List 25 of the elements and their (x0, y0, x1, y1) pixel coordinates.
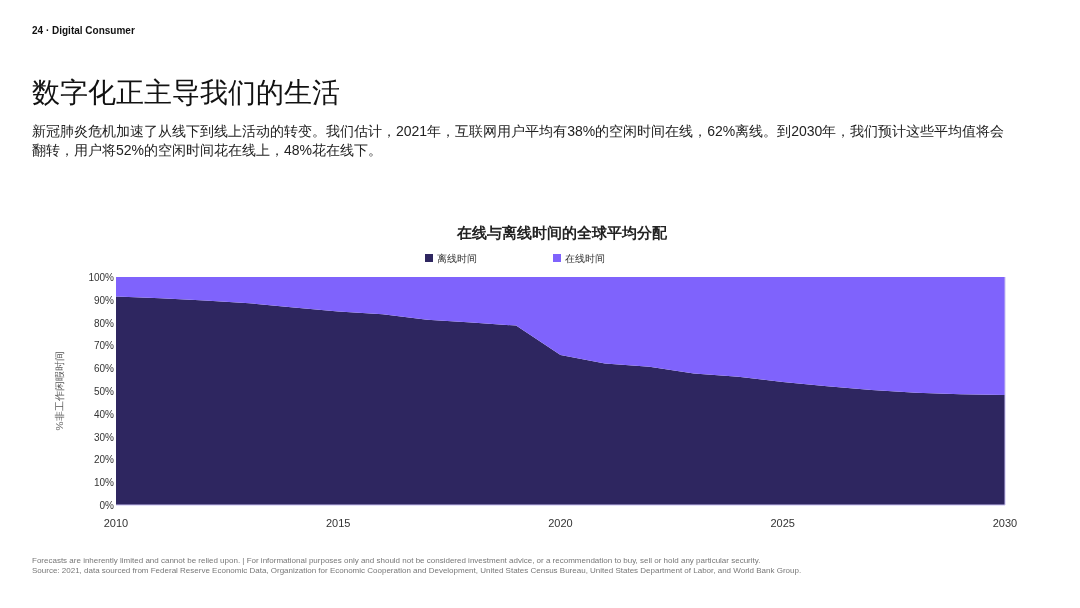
text: 数字化正主导我们的生活 (32, 75, 340, 111)
x-tick-label: 2030 (992, 517, 1018, 529)
x-tick-label: 2025 (770, 517, 795, 529)
y-tick-label: 40% (93, 408, 115, 420)
y-tick-label: 60% (93, 363, 115, 375)
y-tick-label: 70% (93, 340, 115, 352)
legend-label: 离线时间 (437, 253, 477, 264)
y-tick-label: 50% (93, 386, 115, 397)
chart-title: 在线与离线时间的全球平均分配 (456, 224, 668, 242)
y-tick-label: 20% (93, 454, 115, 466)
text: Forecasts are inherently limited and cannot be relied upon. | For informational purposes only and should not be considered investment advice, or a recommendation to buy, sell or hold any particular security. (32, 556, 762, 566)
text: 24 · Digital Consumer (32, 25, 135, 36)
y-tick-label: 80% (93, 317, 115, 329)
y-tick-label: 0% (99, 500, 115, 511)
y-tick-label: 30% (93, 431, 115, 443)
y-tick-label: 10% (93, 477, 115, 489)
source-note: Source: 2021, data sourced from Federal Reserve Economic Data, Organization for Economic Cooperation and Development, United States Census Bureau, United States Department of Labor, and World Bank Group. (32, 566, 803, 576)
y-tick-label: 90% (93, 294, 115, 306)
chart-subtitle: 新冠肺炎危机加速了从线下到线上活动的转变。我们估计，2021年，互联网用户平均有38%的空闲时间在线，62%离线。到2030年，我们预计这些平均值将会翻转，用户将52%的空闲时间花在线上，48%花在线下。 (32, 122, 1006, 160)
y-axis-title: %非工作闲暇时间 (54, 351, 65, 431)
y-tick-label: 100% (88, 272, 115, 283)
x-tick-label: 2015 (326, 517, 351, 529)
x-tick-label: 2010 (103, 517, 129, 529)
x-tick-label: 2020 (548, 517, 573, 529)
legend-label: 在线时间 (565, 253, 605, 264)
